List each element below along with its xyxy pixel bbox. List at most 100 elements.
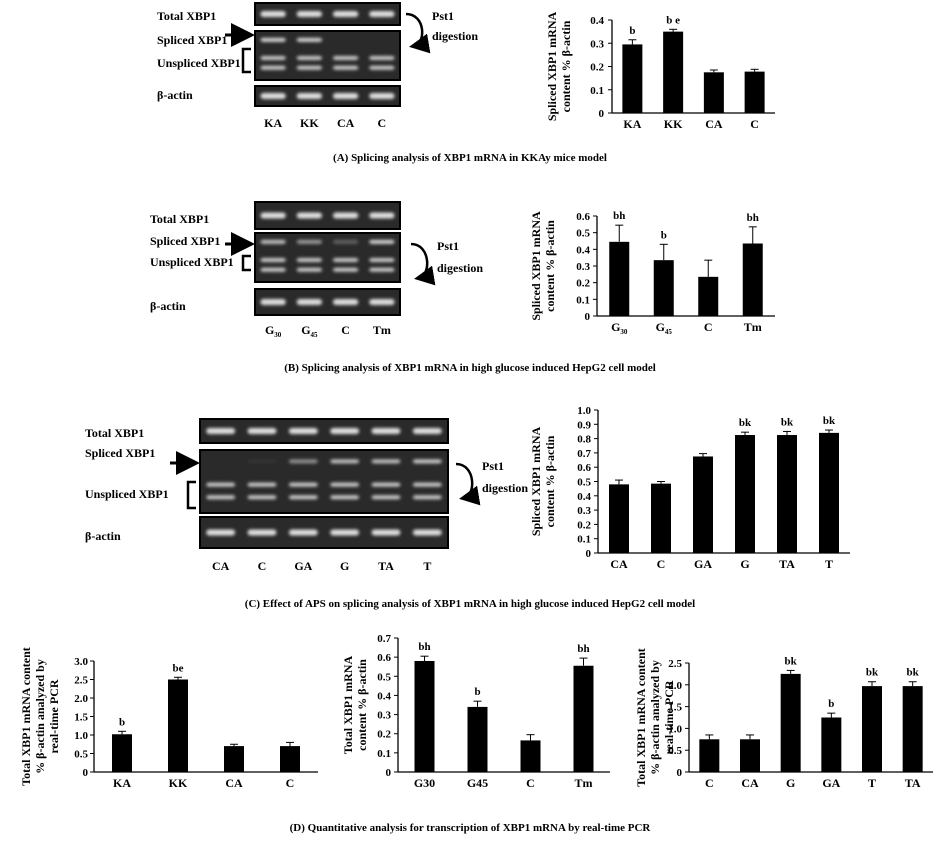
band-unspliced-lower	[332, 267, 359, 272]
band-total	[206, 428, 236, 434]
x-category-label: C	[286, 776, 295, 790]
band-total	[288, 428, 318, 434]
bar	[699, 739, 720, 772]
significance-label: b e	[666, 14, 680, 26]
unspliced-bracket	[241, 47, 251, 74]
y-tick-label: 1.5	[74, 712, 88, 724]
band-spliced	[247, 459, 277, 464]
digestion-arrow	[455, 462, 481, 506]
band-unspliced-upper	[332, 257, 359, 262]
band-unspliced-upper	[247, 482, 277, 487]
y-tick-label: 0.4	[377, 690, 391, 702]
band-actin	[260, 299, 286, 305]
band-spliced	[369, 239, 395, 244]
bar	[902, 686, 923, 772]
y-tick-label: 0.4	[577, 491, 591, 503]
digestion-arrow	[410, 242, 436, 286]
y-tick-label: 1.5	[668, 702, 682, 714]
band-actin	[206, 529, 236, 536]
y-tick-label: 1.0	[74, 730, 88, 742]
band-total	[371, 428, 401, 434]
x-category-label: G45	[467, 776, 488, 790]
band-unspliced-upper	[412, 482, 442, 487]
band-unspliced-lower	[260, 65, 286, 70]
y-tick-label: 0.2	[576, 278, 590, 290]
significance-label: bk	[785, 655, 798, 667]
unspliced-bracket	[241, 254, 251, 272]
lane-label: C	[258, 559, 267, 573]
band-unspliced-lower	[369, 65, 395, 70]
bar	[609, 241, 630, 316]
y-tick-label: 0.7	[577, 448, 591, 460]
x-category-label: G45	[656, 320, 673, 336]
band-unspliced-upper	[260, 55, 286, 60]
band-unspliced-upper	[332, 55, 359, 60]
y-tick-label: 0.1	[590, 85, 604, 97]
y-tick-label: 1.0	[668, 723, 682, 735]
band-spliced	[260, 239, 286, 244]
band-total	[369, 212, 395, 219]
band-unspliced-upper	[371, 482, 401, 487]
gel-label-unspliced: Unspliced XBP1	[150, 255, 234, 269]
band-total	[296, 212, 323, 219]
band-spliced	[260, 37, 286, 42]
y-tick-label: 0.4	[590, 15, 604, 27]
bar	[780, 673, 801, 772]
band-spliced	[288, 459, 318, 464]
band-spliced	[296, 37, 323, 42]
caption-b: (B) Splicing analysis of XBP1 mRNA in hi…	[284, 362, 656, 374]
bar	[744, 71, 765, 113]
significance-label: be	[173, 662, 184, 674]
digestion-label-text: digestion	[432, 29, 478, 43]
y-tick-label: 0.5	[576, 228, 590, 240]
significance-label: bk	[781, 416, 794, 428]
band-actin	[296, 93, 323, 99]
x-category-label: CA	[741, 776, 759, 790]
bar	[609, 484, 629, 553]
x-category-label: TA	[779, 557, 795, 571]
y-tick-label: 0.5	[377, 671, 391, 683]
significance-label: b	[828, 698, 834, 710]
chart-d2-chart: 0 0.1 0.2 0.3 0.4 0.5 0.6 0.7 Total XBP1 mRNAcon…	[341, 633, 610, 790]
significance-label: b	[474, 686, 480, 698]
bar	[414, 660, 435, 772]
y-tick-label: 0.3	[590, 38, 604, 50]
digestion-label-enzyme: Pst1	[482, 459, 504, 473]
band-total	[260, 212, 286, 219]
band-actin	[371, 529, 401, 536]
x-category-label: Tm	[744, 320, 762, 334]
lane-label: C	[341, 323, 350, 337]
y-axis-title: Spliced XBP1 mRNAcontent % β-actin	[529, 427, 557, 537]
band-total	[260, 11, 286, 17]
band-unspliced-lower	[296, 65, 323, 70]
significance-label: bk	[739, 417, 752, 429]
x-category-label: GA	[694, 557, 712, 571]
y-tick-label: 0.6	[577, 462, 591, 474]
gel-label-spliced: Spliced XBP1	[85, 446, 155, 460]
lane-label: G	[340, 559, 349, 573]
y-tick-label: 0	[585, 311, 591, 323]
y-axis-title: Spliced XBP1 mRNAcontent % β-actin	[529, 211, 557, 321]
lane-label: GA	[294, 559, 312, 573]
significance-label: bk	[823, 415, 836, 427]
x-category-label: C	[704, 320, 713, 334]
band-total	[247, 428, 277, 434]
bar	[280, 746, 300, 772]
chart-a-chart: 0 0.1 0.2 0.3 0.4 Spliced XBP1 mRNAcontent % …	[545, 12, 775, 131]
band-spliced	[371, 459, 401, 464]
band-spliced	[412, 459, 442, 464]
band-total	[296, 11, 323, 17]
band-actin	[369, 93, 395, 99]
y-tick-label: 0.1	[577, 534, 591, 546]
y-tick-label: 0	[83, 767, 89, 779]
x-category-label: CA	[225, 776, 243, 790]
band-spliced	[332, 239, 359, 244]
x-category-label: G30	[414, 776, 435, 790]
significance-label: b	[629, 25, 635, 37]
significance-label: b	[661, 229, 667, 241]
bar	[467, 706, 488, 772]
bar	[112, 734, 132, 772]
y-tick-label: 0.1	[377, 748, 391, 760]
y-tick-label: 2.0	[74, 693, 88, 705]
